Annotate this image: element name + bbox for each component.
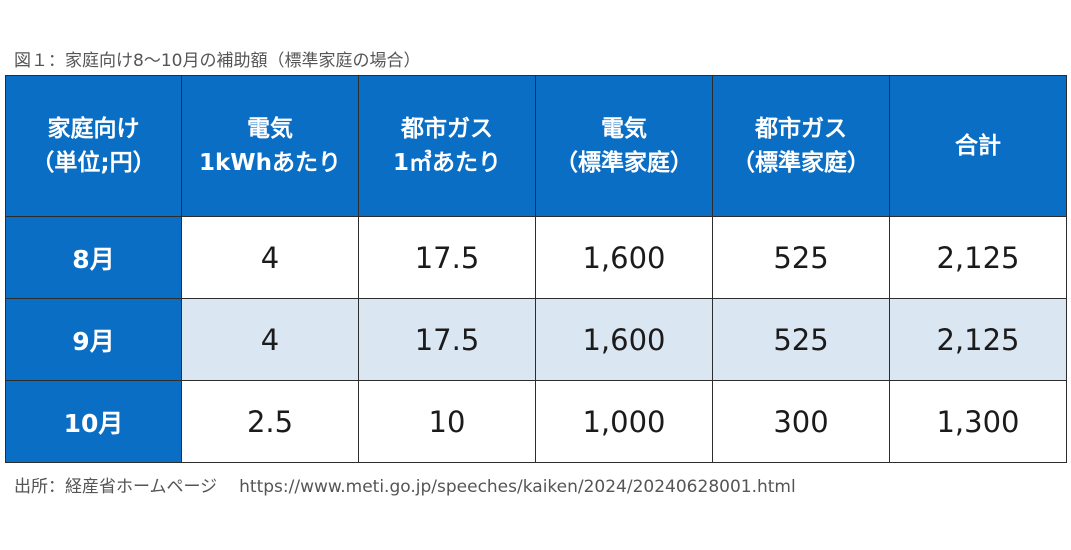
row-label: 9月 <box>5 298 182 381</box>
header-line: （標準家庭） <box>732 150 870 176</box>
header-cell-category: 家庭向け （単位;円） <box>5 75 182 217</box>
table-cell: 2,125 <box>889 216 1067 299</box>
table-cell: 300 <box>712 380 890 463</box>
header-line: 合計 <box>955 133 1001 159</box>
table-cell: 1,000 <box>535 380 713 463</box>
table-cell: 4 <box>181 216 359 299</box>
table-cell: 10 <box>358 380 536 463</box>
source-label: 出所：経産省ホームページ <box>14 477 218 497</box>
table-cell: 1,600 <box>535 298 713 381</box>
table-cell: 2,125 <box>889 298 1067 381</box>
table-row: 8月 4 17.5 1,600 525 2,125 <box>5 216 1067 299</box>
table-cell: 525 <box>712 298 890 381</box>
table-cell: 17.5 <box>358 216 536 299</box>
header-line: 家庭向け <box>47 116 140 142</box>
header-cell-gas-standard: 都市ガス （標準家庭） <box>712 75 890 217</box>
header-cell-total: 合計 <box>889 75 1067 217</box>
header-line: （標準家庭） <box>555 150 693 176</box>
row-label: 10月 <box>5 380 182 463</box>
table-cell: 1,300 <box>889 380 1067 463</box>
header-line: 都市ガス <box>401 116 493 142</box>
row-label: 8月 <box>5 216 182 299</box>
header-line: 電気 <box>601 116 647 142</box>
source-note: 出所：経産省ホームページ https://www.meti.go.jp/speec… <box>14 472 796 497</box>
header-cell-electricity-standard: 電気 （標準家庭） <box>535 75 713 217</box>
header-line: 1㎥あたり <box>392 150 501 176</box>
figure-caption: 図１：家庭向け8～10月の補助額（標準家庭の場合） <box>14 51 421 71</box>
table-cell: 2.5 <box>181 380 359 463</box>
header-line: （単位;円） <box>31 150 156 176</box>
table-cell: 17.5 <box>358 298 536 381</box>
table-cell: 1,600 <box>535 216 713 299</box>
table-header-row: 家庭向け （単位;円） 電気 1kWhあたり 都市ガス 1㎥あたり 電気 （標準… <box>5 75 1067 217</box>
header-line: 電気 <box>247 116 293 142</box>
table-row: 10月 2.5 10 1,000 300 1,300 <box>5 380 1067 463</box>
table-row: 9月 4 17.5 1,600 525 2,125 <box>5 298 1067 381</box>
header-line: 1kWhあたり <box>198 150 342 176</box>
header-cell-electricity-per-kwh: 電気 1kWhあたり <box>181 75 359 217</box>
header-line: 都市ガス <box>755 116 847 142</box>
header-cell-gas-per-m3: 都市ガス 1㎥あたり <box>358 75 536 217</box>
table-cell: 4 <box>181 298 359 381</box>
source-url: https://www.meti.go.jp/speeches/kaiken/2… <box>239 477 796 497</box>
subsidy-table: 家庭向け （単位;円） 電気 1kWhあたり 都市ガス 1㎥あたり 電気 （標準… <box>5 75 1067 463</box>
table-cell: 525 <box>712 216 890 299</box>
